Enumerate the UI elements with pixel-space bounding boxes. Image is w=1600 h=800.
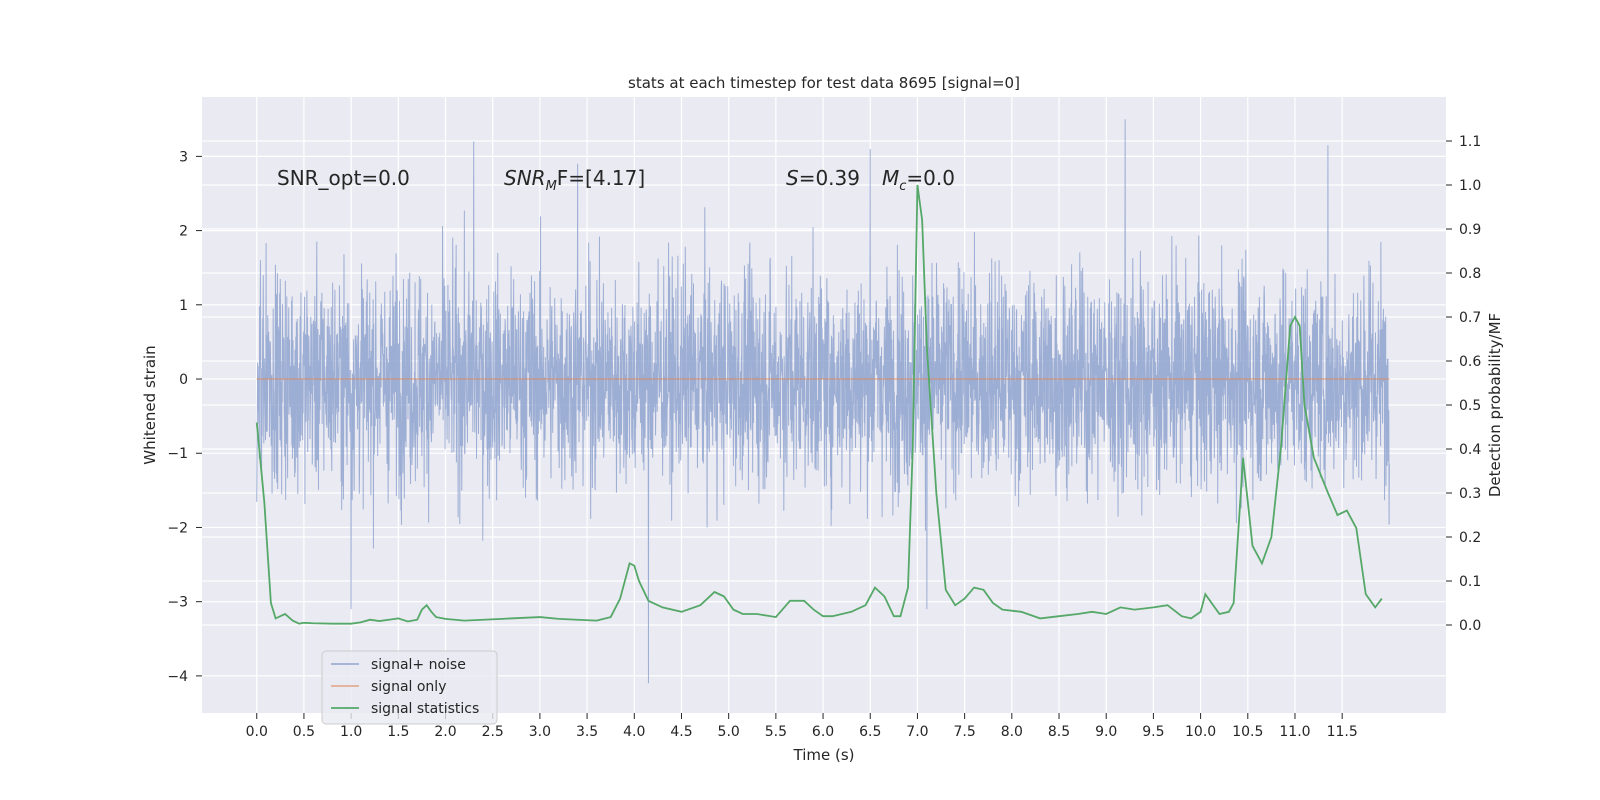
x-tick-label: 5.0: [718, 724, 740, 740]
x-tick-label: 6.5: [859, 724, 881, 740]
y-tick-label: −4: [167, 669, 188, 685]
y2-tick-label: 0.9: [1459, 222, 1481, 238]
x-tick-label: 0.5: [293, 724, 315, 740]
y2-tick-labels: 1.1 1.0 0.9 0.8 0.7 0.6 0.5 0.4 0.3 0.2 0.1 0.0: [1446, 134, 1481, 634]
y2-tick-label: 0.7: [1459, 310, 1481, 326]
x-tick-label: 1.5: [387, 724, 409, 740]
y2-tick-label: 0.5: [1459, 398, 1481, 414]
x-tick-label: 9.0: [1095, 724, 1117, 740]
x-tick-label: 0.0: [246, 724, 268, 740]
annotation-snr-opt: SNR_opt=0.0: [277, 166, 410, 190]
x-tick-label: 5.5: [765, 724, 787, 740]
y2-tick-label: 1.1: [1459, 134, 1481, 150]
y2-tick-label: 1.0: [1459, 178, 1481, 194]
y2-tick-label: 0.2: [1459, 530, 1481, 546]
legend: signal+ noise signal only signal statist…: [321, 650, 498, 725]
x-tick-label: 7.0: [906, 724, 928, 740]
x-tick-labels: 0.0 0.5 1.0 1.5 2.0 2.5 3.0 3.5 4.0 4.5 5.0 5.5 6.0 6…: [246, 713, 1358, 740]
y2-tick-label: 0.4: [1459, 442, 1481, 458]
x-tick-label: 11.5: [1327, 724, 1358, 740]
y-tick-label: 3: [179, 149, 188, 165]
y2-tick-label: 0.1: [1459, 574, 1481, 590]
y2-tick-label: 0.8: [1459, 266, 1481, 282]
y-tick-label: −3: [167, 595, 188, 611]
x-tick-label: 4.0: [623, 724, 645, 740]
y-tick-label: 2: [179, 224, 188, 240]
x-tick-label: 3.0: [529, 724, 551, 740]
x-axis-title: Time (s): [793, 746, 855, 764]
y2-tick-label: 0.6: [1459, 354, 1481, 370]
x-tick-label: 4.5: [670, 724, 692, 740]
y-tick-label: −2: [167, 520, 188, 536]
x-tick-label: 11.0: [1279, 724, 1310, 740]
x-tick-label: 1.0: [340, 724, 362, 740]
signal-noise-trace: [256, 119, 1390, 684]
x-tick-label: 9.5: [1142, 724, 1164, 740]
legend-box: [321, 650, 498, 725]
annotation-s: S=0.39: [786, 166, 860, 190]
x-tick-label: 8.0: [1001, 724, 1023, 740]
y-tick-label: −1: [167, 446, 188, 462]
x-tick-label: 2.0: [434, 724, 456, 740]
legend-label-signal-noise: signal+ noise: [371, 657, 466, 673]
y2-tick-label: 0.3: [1459, 486, 1481, 502]
legend-label-signal-only: signal only: [371, 679, 446, 695]
x-tick-label: 8.5: [1048, 724, 1070, 740]
y-tick-label: 0: [179, 372, 188, 388]
annotation-mc: Mc=0.0: [882, 166, 955, 194]
x-tick-label: 10.0: [1185, 724, 1216, 740]
annotation-snr-mf: SNRMF=[4.17]: [504, 166, 645, 194]
series-signal-noise: [256, 119, 1390, 684]
y2-tick-label: 0.0: [1459, 618, 1481, 634]
legend-label-signal-statistics: signal statistics: [371, 701, 479, 717]
series-signal-statistics: [255, 184, 1383, 625]
x-tick-label: 7.5: [954, 724, 976, 740]
x-tick-label: 10.5: [1232, 724, 1263, 740]
x-tick-label: 3.5: [576, 724, 598, 740]
y-tick-labels: 3 2 1 0 −1 −2 −3 −4: [167, 149, 202, 685]
y-axis-title: Whitened strain: [141, 345, 159, 464]
x-tick-label: 6.0: [812, 724, 834, 740]
y2-axis-title: Detection probability/MF: [1486, 313, 1504, 497]
x-tick-label: 2.5: [482, 724, 504, 740]
chart-title: stats at each timestep for test data 869…: [628, 74, 1020, 92]
y-tick-label: 1: [179, 298, 188, 314]
